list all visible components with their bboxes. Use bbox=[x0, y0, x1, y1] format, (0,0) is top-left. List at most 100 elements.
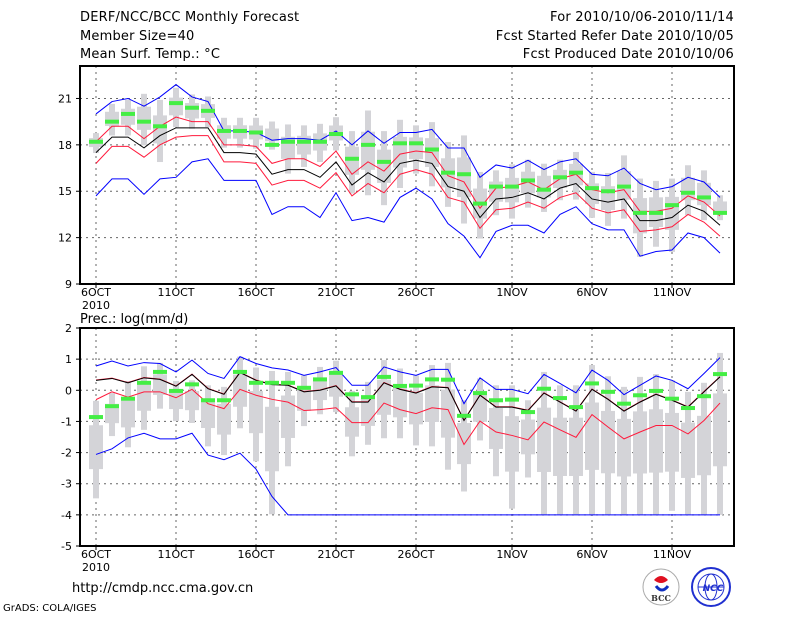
box bbox=[281, 395, 295, 438]
obs-marker bbox=[137, 119, 151, 124]
box bbox=[201, 400, 215, 429]
y-tick-label: 18 bbox=[58, 139, 72, 152]
x-tick-label: 21OCT bbox=[317, 548, 354, 561]
obs-marker bbox=[489, 398, 503, 403]
obs-marker bbox=[697, 195, 711, 200]
precip-label: Prec.: log(mm/d) bbox=[80, 312, 189, 327]
y-tick-label: -5 bbox=[61, 540, 72, 553]
website-link[interactable]: http://cmdp.ncc.cma.gov.cn bbox=[72, 581, 254, 596]
obs-marker bbox=[569, 405, 583, 410]
box bbox=[137, 106, 151, 130]
obs-marker bbox=[89, 415, 103, 420]
x-tick-label: 6NOV bbox=[576, 548, 608, 561]
y-tick-label: 0 bbox=[65, 384, 72, 397]
obs-marker bbox=[489, 184, 503, 189]
box bbox=[217, 403, 231, 435]
box bbox=[393, 385, 407, 418]
box bbox=[249, 390, 263, 434]
obs-marker bbox=[457, 172, 471, 177]
box bbox=[633, 198, 647, 234]
y-tick-label: -1 bbox=[61, 415, 72, 428]
obs-marker bbox=[585, 381, 599, 386]
obs-marker bbox=[249, 130, 263, 135]
obs-marker bbox=[137, 380, 151, 385]
box bbox=[521, 419, 535, 455]
obs-marker bbox=[633, 210, 647, 215]
obs-marker bbox=[441, 170, 455, 175]
y-tick-label: 12 bbox=[58, 232, 72, 245]
box bbox=[697, 182, 711, 206]
obs-marker bbox=[105, 119, 119, 124]
obs-marker bbox=[505, 397, 519, 402]
obs-marker bbox=[409, 383, 423, 388]
x-year-label: 2010 bbox=[82, 299, 110, 312]
obs-marker bbox=[505, 184, 519, 189]
obs-marker bbox=[665, 203, 679, 208]
box bbox=[617, 418, 631, 477]
obs-marker bbox=[537, 187, 551, 192]
box bbox=[489, 408, 503, 449]
obs-marker bbox=[217, 398, 231, 403]
lower-line bbox=[95, 388, 721, 446]
y-tick-label: -3 bbox=[61, 478, 72, 491]
obs-marker bbox=[345, 392, 359, 397]
y-tick-label: -4 bbox=[61, 509, 72, 522]
obs-marker bbox=[313, 139, 327, 144]
box bbox=[681, 422, 695, 478]
box bbox=[601, 410, 615, 474]
precipitation-panel: 6OCT 11OCT 16OCT 21OCT 26OCT 1NOV 6NOV 11NOV201… bbox=[61, 322, 735, 574]
obs-marker bbox=[697, 394, 711, 399]
x-tick-label: 1NOV bbox=[496, 548, 528, 561]
box bbox=[409, 392, 423, 425]
obs-marker bbox=[121, 396, 135, 401]
box bbox=[185, 390, 199, 411]
box bbox=[713, 393, 727, 467]
obs-marker bbox=[153, 369, 167, 374]
bcc-logo-text: BCC bbox=[651, 593, 671, 603]
box bbox=[169, 97, 183, 116]
box bbox=[185, 103, 199, 119]
x-tick-label: 26OCT bbox=[397, 548, 434, 561]
obs-marker bbox=[329, 132, 343, 137]
obs-marker bbox=[601, 189, 615, 194]
obs-marker bbox=[473, 391, 487, 396]
y-tick-label: 1 bbox=[65, 353, 72, 366]
box bbox=[633, 411, 647, 474]
box bbox=[377, 379, 391, 415]
plot-frame bbox=[79, 65, 735, 285]
max-line bbox=[95, 356, 721, 405]
obs-marker bbox=[425, 147, 439, 152]
box bbox=[441, 389, 455, 438]
temperature-panel: 6OCT 11OCT 16OCT 21OCT 26OCT 1NOV 6NOV 11NOV 201… bbox=[58, 65, 735, 312]
box bbox=[537, 407, 551, 472]
box bbox=[297, 388, 311, 411]
box bbox=[505, 177, 519, 203]
obs-marker bbox=[281, 139, 295, 144]
produced-date: Fcst Produced Date 2010/10/06 bbox=[522, 47, 734, 62]
plot-frame bbox=[79, 327, 735, 547]
obs-marker bbox=[473, 201, 487, 206]
box bbox=[361, 131, 375, 170]
y-tick-label: 9 bbox=[65, 278, 72, 291]
obs-marker bbox=[265, 142, 279, 147]
obs-marker bbox=[425, 377, 439, 382]
obs-marker bbox=[521, 410, 535, 415]
obs-marker bbox=[681, 406, 695, 411]
mean-line bbox=[95, 371, 721, 422]
x-tick-label: 11NOV bbox=[653, 548, 692, 561]
obs-marker bbox=[169, 101, 183, 106]
obs-marker bbox=[377, 159, 391, 164]
obs-marker bbox=[393, 141, 407, 146]
x-tick-label: 21OCT bbox=[317, 286, 354, 299]
y-tick-label: -2 bbox=[61, 447, 72, 460]
obs-marker bbox=[537, 386, 551, 391]
obs-marker bbox=[633, 393, 647, 398]
forecast-period: For 2010/10/06-2010/11/14 bbox=[550, 10, 734, 25]
obs-marker bbox=[89, 139, 103, 144]
obs-marker bbox=[345, 156, 359, 161]
box bbox=[409, 137, 423, 160]
chart-title: DERF/NCC/BCC Monthly Forecast bbox=[80, 10, 300, 25]
obs-marker bbox=[201, 398, 215, 403]
box bbox=[345, 407, 359, 437]
